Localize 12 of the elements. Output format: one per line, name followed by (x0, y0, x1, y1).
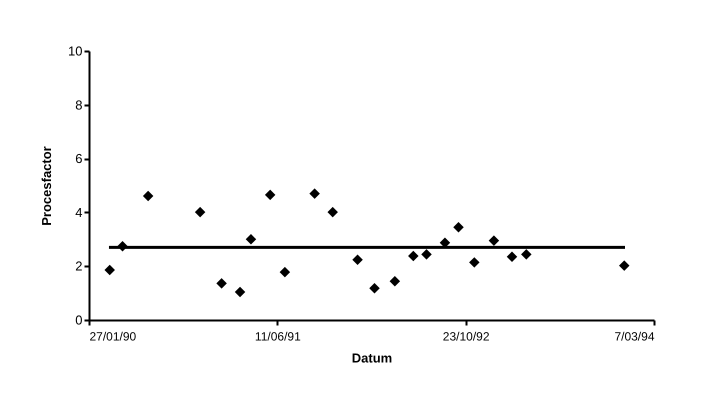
y-tick-label: 0 (75, 312, 82, 328)
x-tick-label: 27/01/90 (90, 330, 137, 344)
y-tick-label: 6 (75, 151, 82, 166)
y-axis-title: Procesfactor (39, 146, 54, 226)
y-tick-label: 2 (75, 258, 82, 274)
y-tick-label: 4 (75, 204, 82, 220)
x-tick-label: 11/06/91 (254, 330, 302, 344)
y-tick-label: 8 (75, 97, 82, 112)
x-axis-title: Datum (352, 350, 392, 366)
x-tick-label: 7/03/94 (614, 330, 655, 344)
x-tick-label: 23/10/92 (442, 330, 490, 344)
y-tick-label: 10 (68, 44, 82, 58)
